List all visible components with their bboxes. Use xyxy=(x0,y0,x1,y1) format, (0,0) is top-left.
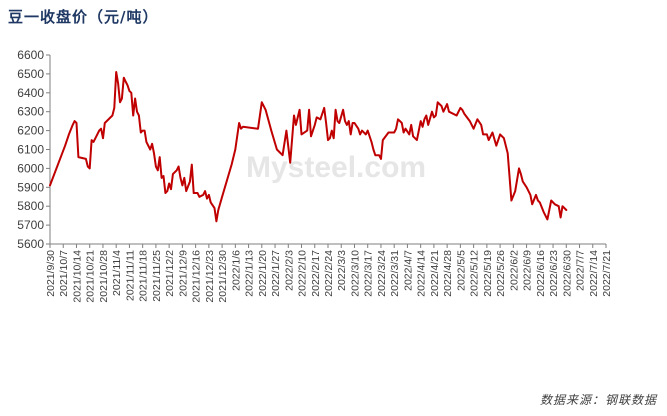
x-tick-label: 2022/5/12 xyxy=(469,250,481,297)
x-tick-label: 2021/12/16 xyxy=(191,250,203,303)
x-tick-label: 2022/7/14 xyxy=(588,250,600,297)
y-tick-label: 6000 xyxy=(17,161,44,175)
x-tick-label: 2022/6/23 xyxy=(548,250,560,297)
data-source: 数据来源：钢联数据 xyxy=(539,393,657,407)
series-group xyxy=(49,71,568,223)
y-tick-label: 5800 xyxy=(17,199,44,213)
x-tick-label: 2022/3/31 xyxy=(389,250,401,297)
x-tick-label: 2021/11/25 xyxy=(151,250,163,302)
x-tick-label: 2022/7/7 xyxy=(575,250,587,291)
x-tick-label: 2022/3/10 xyxy=(349,250,361,297)
x-tick-label: 2021/11/4 xyxy=(111,250,123,296)
y-tick-label: 6200 xyxy=(17,124,44,138)
series-line xyxy=(49,71,568,223)
x-tick-label: 2022/4/14 xyxy=(416,250,428,297)
x-tick-label: 2022/2/10 xyxy=(297,250,309,297)
x-tick-label: 2021/10/7 xyxy=(58,250,70,297)
chart-title: 豆一收盘价（元/吨） xyxy=(8,8,159,26)
x-tick-label: 2022/7/21 xyxy=(601,250,613,297)
x-tick-label: 2022/4/7 xyxy=(402,250,414,291)
x-tick-label: 2022/6/2 xyxy=(508,250,520,291)
x-tick-label: 2021/12/9 xyxy=(177,250,189,297)
x-tick-label: 2022/6/30 xyxy=(561,250,573,297)
x-tick-label: 2022/5/19 xyxy=(482,250,494,297)
x-tick-label: 2021/11/18 xyxy=(138,250,150,302)
y-tick-label: 6300 xyxy=(17,105,44,119)
x-tick-label: 2022/6/16 xyxy=(535,250,547,297)
x-tick-label: 2022/5/5 xyxy=(455,250,467,291)
x-tick-label: 2022/1/27 xyxy=(270,250,282,297)
x-tick-label: 2022/3/3 xyxy=(336,250,348,291)
y-tick-label: 6600 xyxy=(17,48,44,62)
x-tick-label: 2021/10/28 xyxy=(98,250,110,303)
x-tick-label: 2022/6/9 xyxy=(522,250,534,291)
x-tick-label: 2021/9/30 xyxy=(45,250,57,297)
x-tick-label: 2022/3/24 xyxy=(376,250,388,297)
y-tick-label: 5600 xyxy=(17,237,44,251)
x-tick-label: 2022/2/24 xyxy=(323,250,335,297)
y-tick-label: 6400 xyxy=(17,86,44,100)
x-tick-label: 2022/5/26 xyxy=(495,250,507,297)
x-tick-label: 2022/1/13 xyxy=(244,250,256,297)
x-tick-label: 2022/4/21 xyxy=(429,250,441,297)
watermark: Mysteel.com xyxy=(246,151,426,184)
y-tick-label: 5900 xyxy=(17,180,44,194)
x-tick-label: 2022/3/17 xyxy=(363,250,375,297)
y-axis: 5600 5700 5800 5900 6000 6100 6200 6300 6400 6500… xyxy=(17,48,51,251)
y-tick-label: 5700 xyxy=(17,218,44,232)
x-tick-label: 2021/12/30 xyxy=(217,250,229,303)
x-tick-label: 2022/1/6 xyxy=(230,250,242,291)
x-tick-label: 2021/10/21 xyxy=(85,250,97,303)
x-tick-label: 2021/12/2 xyxy=(164,250,176,297)
y-tick-label: 6100 xyxy=(17,143,44,157)
x-tick-label: 2022/4/28 xyxy=(442,250,454,297)
y-tick-label: 6500 xyxy=(17,67,44,81)
x-tick-label: 2021/11/11 xyxy=(124,250,136,301)
x-tick-label: 2021/12/23 xyxy=(204,250,216,303)
x-tick-label: 2022/2/17 xyxy=(310,250,322,297)
x-tick-label: 2022/1/20 xyxy=(257,250,269,297)
x-axis: 2021/9/30 2021/10/7 2021/10/14 2021/10/21 20… xyxy=(45,243,613,303)
x-tick-label: 2021/10/14 xyxy=(71,250,83,303)
x-tick-label: 2022/2/3 xyxy=(283,250,295,291)
